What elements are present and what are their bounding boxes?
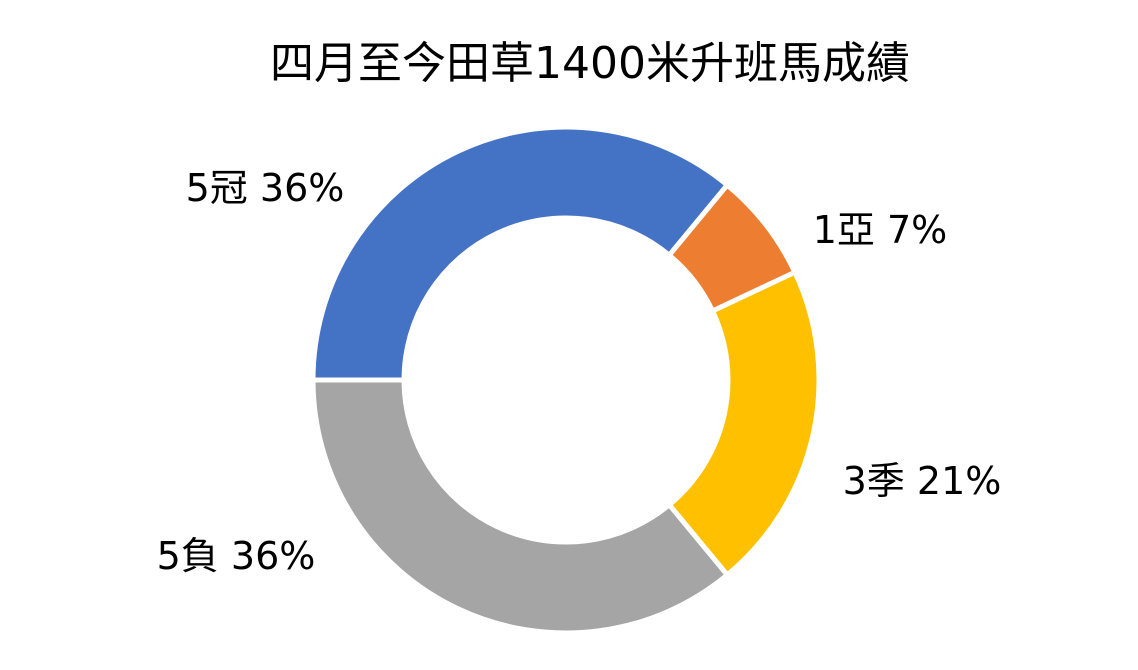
- value-label: 7%: [887, 208, 947, 252]
- donut-slice: [665, 268, 822, 579]
- category-label: 1亞: [813, 208, 875, 252]
- value-label: 21%: [917, 459, 1001, 503]
- donut-slice: [310, 377, 731, 636]
- data-label: 5冠 36%: [186, 166, 345, 210]
- category-label: 5負: [157, 534, 219, 578]
- category-label: 3季: [843, 459, 905, 503]
- chart-title: 四月至今田草1400米升班馬成績: [270, 38, 910, 89]
- data-label: 3季 21%: [843, 459, 1002, 503]
- category-label: 5冠: [186, 166, 248, 210]
- data-label: 1亞 7%: [813, 208, 948, 252]
- data-label: 5負 36%: [157, 534, 316, 578]
- value-label: 36%: [260, 166, 344, 210]
- value-label: 36%: [231, 534, 315, 578]
- donut-slice: [310, 124, 731, 383]
